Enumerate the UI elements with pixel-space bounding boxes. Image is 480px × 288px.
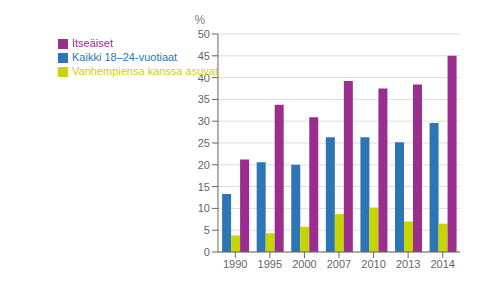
- svg-text:%: %: [195, 13, 206, 27]
- svg-text:1990: 1990: [223, 258, 247, 270]
- svg-text:45: 45: [198, 50, 210, 62]
- svg-text:30: 30: [198, 115, 210, 127]
- svg-text:5: 5: [204, 224, 210, 236]
- svg-text:40: 40: [198, 72, 210, 84]
- svg-text:25: 25: [198, 137, 210, 149]
- svg-text:2010: 2010: [361, 258, 385, 270]
- svg-text:0: 0: [204, 246, 210, 258]
- svg-text:10: 10: [198, 202, 210, 214]
- svg-text:50: 50: [198, 28, 210, 40]
- svg-text:35: 35: [198, 93, 210, 105]
- svg-text:2014: 2014: [430, 258, 454, 270]
- svg-text:20: 20: [198, 159, 210, 171]
- svg-text:2007: 2007: [327, 258, 351, 270]
- svg-text:2000: 2000: [292, 258, 316, 270]
- svg-text:15: 15: [198, 181, 210, 193]
- svg-text:2013: 2013: [396, 258, 420, 270]
- svg-text:1995: 1995: [258, 258, 282, 270]
